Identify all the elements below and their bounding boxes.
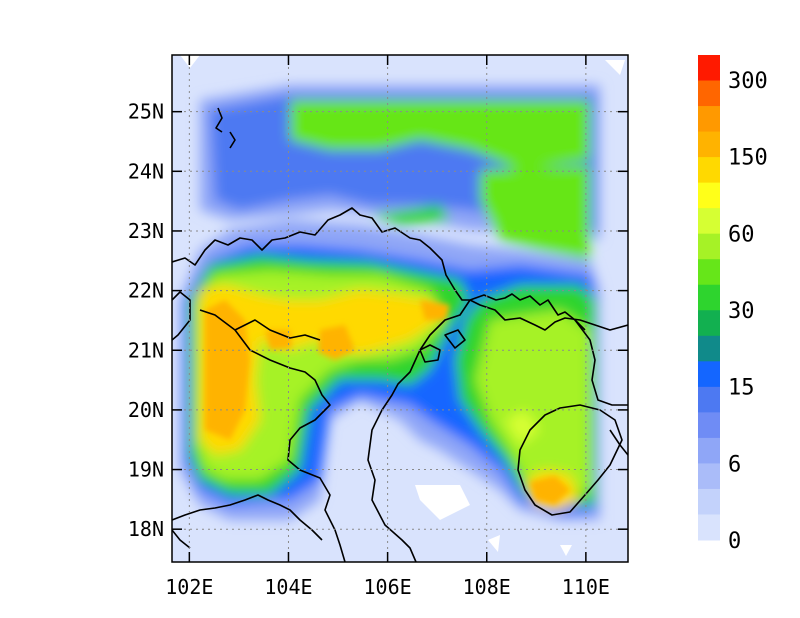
hainan-island	[517, 404, 623, 516]
colorbar-label: 300	[728, 69, 768, 94]
inland-border	[199, 309, 346, 562]
colorbar-segment	[698, 488, 720, 515]
green-strip	[370, 205, 450, 225]
lat-tick-label: 22N	[128, 279, 164, 303]
colorbar-segment	[698, 259, 720, 286]
colorbar-segment	[698, 106, 720, 133]
colorbar-segment	[698, 310, 720, 337]
colorbar-segment	[698, 412, 720, 439]
colorbar-segment	[698, 55, 720, 82]
yellow-west	[200, 285, 440, 455]
lightgreen-east	[475, 310, 590, 495]
lat-tick-label: 18N	[128, 517, 164, 541]
gulf-islands	[419, 329, 466, 363]
green-east-mid	[480, 165, 590, 260]
colorbar-segment	[698, 182, 720, 209]
lat-tick-label: 23N	[128, 219, 164, 243]
colorbar-segment	[698, 463, 720, 490]
northwest-border	[215, 107, 223, 133]
colorbar-segment	[698, 437, 720, 464]
lat-tick-label: 21N	[128, 338, 164, 362]
colorbar-segment	[698, 361, 720, 388]
lon-tick-label: 108E	[463, 575, 511, 599]
lon-axis: 102E 104E 106E 108E 110E	[165, 55, 610, 599]
colorbar-segment	[698, 157, 720, 184]
western-border	[172, 291, 191, 341]
orange-core-east	[420, 300, 450, 320]
colorbar-label: 15	[728, 376, 755, 401]
colorbar-segment	[698, 131, 720, 158]
east-coast-south	[609, 429, 628, 456]
northwest-border-2	[229, 131, 236, 149]
colorbar-label: 0	[728, 529, 741, 554]
colorbar-segment	[698, 284, 720, 311]
map-panel	[172, 55, 628, 562]
northern-border	[172, 207, 586, 331]
lat-tick-label: 25N	[128, 100, 164, 124]
colorbar-segment	[698, 233, 720, 260]
grid-lines	[172, 55, 628, 562]
plot-frame	[171, 54, 629, 563]
laos-border	[234, 319, 321, 341]
colorbar-label: 30	[728, 299, 755, 324]
field-layer	[180, 85, 600, 520]
orange-core-center	[318, 325, 355, 360]
orange-core-south	[530, 476, 570, 505]
colorbar-label: 60	[728, 222, 755, 247]
colorbar-segment	[698, 335, 720, 362]
lat-tick-label: 19N	[128, 458, 164, 482]
white-patch	[560, 545, 572, 556]
yellow-east-mid	[505, 410, 540, 445]
colorbar-segment	[698, 514, 720, 541]
white-patch	[488, 535, 500, 552]
colorbar-segment	[698, 208, 720, 235]
no-data-areas	[180, 55, 625, 556]
lon-tick-label: 110E	[562, 575, 610, 599]
orange-core-mid	[265, 330, 292, 350]
southern-border	[172, 494, 323, 541]
lat-tick-label: 20N	[128, 398, 164, 422]
lon-tick-label: 102E	[165, 575, 213, 599]
leizhou-peninsula	[574, 319, 628, 406]
colorbar-segment	[698, 386, 720, 413]
lat-tick-label: 24N	[128, 159, 164, 183]
southwest-border	[172, 529, 191, 549]
coastlines	[172, 107, 628, 562]
white-patch	[605, 60, 625, 75]
colorbar-label: 150	[728, 146, 768, 171]
colorbar-segment	[698, 80, 720, 107]
green-region-north	[290, 100, 590, 170]
colorbar-label: 6	[728, 452, 741, 477]
lon-tick-label: 106E	[364, 575, 412, 599]
lat-axis: 25N 24N 23N 22N 21N 20N 19N 18N	[128, 100, 628, 541]
lon-tick-label: 104E	[264, 575, 312, 599]
white-patch	[415, 485, 470, 520]
mainland-south-coast	[469, 299, 628, 331]
